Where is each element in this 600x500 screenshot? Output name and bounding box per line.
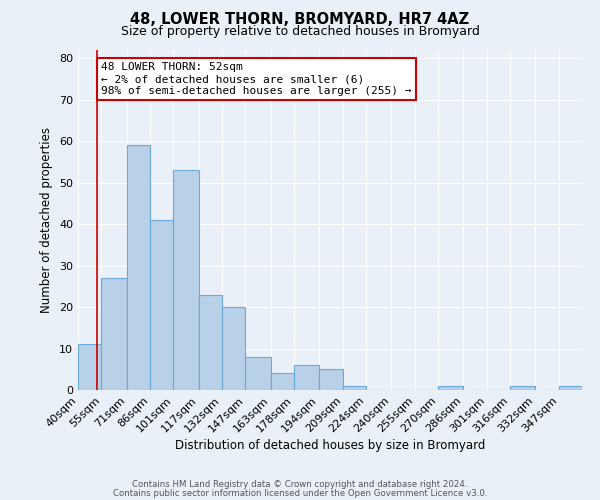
Bar — [150, 220, 173, 390]
Bar — [127, 146, 150, 390]
Bar — [78, 344, 101, 390]
Bar — [173, 170, 199, 390]
Bar — [559, 386, 582, 390]
Bar — [222, 307, 245, 390]
Text: Size of property relative to detached houses in Bromyard: Size of property relative to detached ho… — [121, 25, 479, 38]
Bar — [245, 357, 271, 390]
Text: 48, LOWER THORN, BROMYARD, HR7 4AZ: 48, LOWER THORN, BROMYARD, HR7 4AZ — [130, 12, 470, 28]
Bar — [199, 294, 222, 390]
Bar — [294, 365, 319, 390]
Bar — [271, 374, 294, 390]
Bar — [319, 370, 343, 390]
Text: Contains HM Land Registry data © Crown copyright and database right 2024.: Contains HM Land Registry data © Crown c… — [132, 480, 468, 489]
Bar — [343, 386, 366, 390]
Bar — [438, 386, 463, 390]
Bar — [510, 386, 535, 390]
Text: Contains public sector information licensed under the Open Government Licence v3: Contains public sector information licen… — [113, 488, 487, 498]
X-axis label: Distribution of detached houses by size in Bromyard: Distribution of detached houses by size … — [175, 440, 485, 452]
Bar — [101, 278, 127, 390]
Y-axis label: Number of detached properties: Number of detached properties — [40, 127, 53, 313]
Text: 48 LOWER THORN: 52sqm
← 2% of detached houses are smaller (6)
98% of semi-detach: 48 LOWER THORN: 52sqm ← 2% of detached h… — [101, 62, 412, 96]
